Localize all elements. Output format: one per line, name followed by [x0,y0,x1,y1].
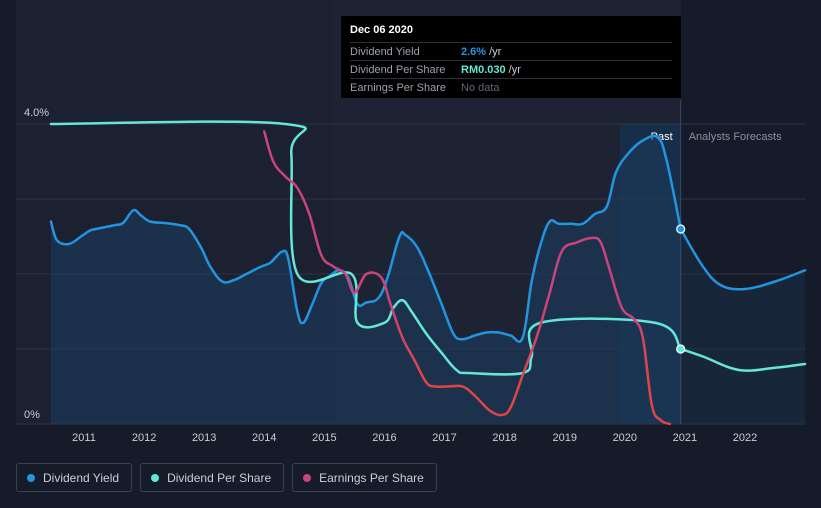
tooltip-row-dividend-yield: Dividend Yield 2.6% /yr [350,42,672,60]
forecast-label: Analysts Forecasts [689,131,782,143]
legend-dot-icon [151,473,160,482]
tooltip-unit: /yr [489,45,502,58]
legend-earnings-per-share[interactable]: Earnings Per Share [292,463,437,492]
dividend-yield-forecast-line [679,227,807,291]
tooltip-date: Dec 06 2020 [350,24,413,36]
dividend-yield-area [680,229,806,424]
x-tick-label: 2017 [432,432,456,444]
x-tick-label: 2019 [552,432,576,444]
y-tick-label: 4.0% [24,107,49,119]
tooltip-row-dividend-per-share: Dividend Per Share RM0.030 /yr [350,60,672,78]
chart-tooltip: Dec 06 2020 Dividend Yield 2.6% /yr Divi… [341,16,681,98]
tooltip-label: Earnings Per Share [350,81,446,94]
earnings-per-share-line [263,130,672,426]
x-tick-label: 2015 [312,432,336,444]
tooltip-label: Dividend Per Share [350,63,446,76]
legend-dot-icon [303,473,312,482]
x-tick-label: 2018 [492,432,516,444]
chart-legend: Dividend Yield Dividend Per Share Earnin… [16,463,437,492]
x-tick-label: 2012 [132,432,156,444]
dividend-per-share-forecast-line [679,347,807,372]
x-tick-label: 2022 [733,432,757,444]
legend-dot-icon [27,473,35,482]
legend-dividend-yield[interactable]: Dividend Yield [16,463,133,492]
x-tick-label: 2021 [673,432,697,444]
tooltip-value: 2.6% [461,45,487,58]
dividend-yield-area [50,135,681,424]
dividend-yield-marker [676,224,686,234]
x-tick-label: 2016 [372,432,396,444]
tooltip-unit: /yr [508,63,521,76]
tooltip-value: RM0.030 [461,63,506,76]
tooltip-label: Dividend Yield [350,45,420,58]
tooltip-value: No data [461,81,500,94]
x-tick-label: 2014 [252,432,276,444]
legend-dividend-per-share[interactable]: Dividend Per Share [140,463,285,492]
y-tick-label: 0% [24,409,40,421]
x-tick-label: 2020 [613,432,637,444]
legend-label: Dividend Per Share [167,470,272,485]
dividend-per-share-line [49,120,682,376]
tooltip-row-earnings-per-share: Earnings Per Share No data [350,78,672,96]
legend-label: Earnings Per Share [319,470,424,485]
x-tick-label: 2011 [72,432,96,444]
legend-label: Dividend Yield [43,470,120,485]
dividend-per-share-marker [676,344,686,354]
x-tick-label: 2013 [192,432,216,444]
